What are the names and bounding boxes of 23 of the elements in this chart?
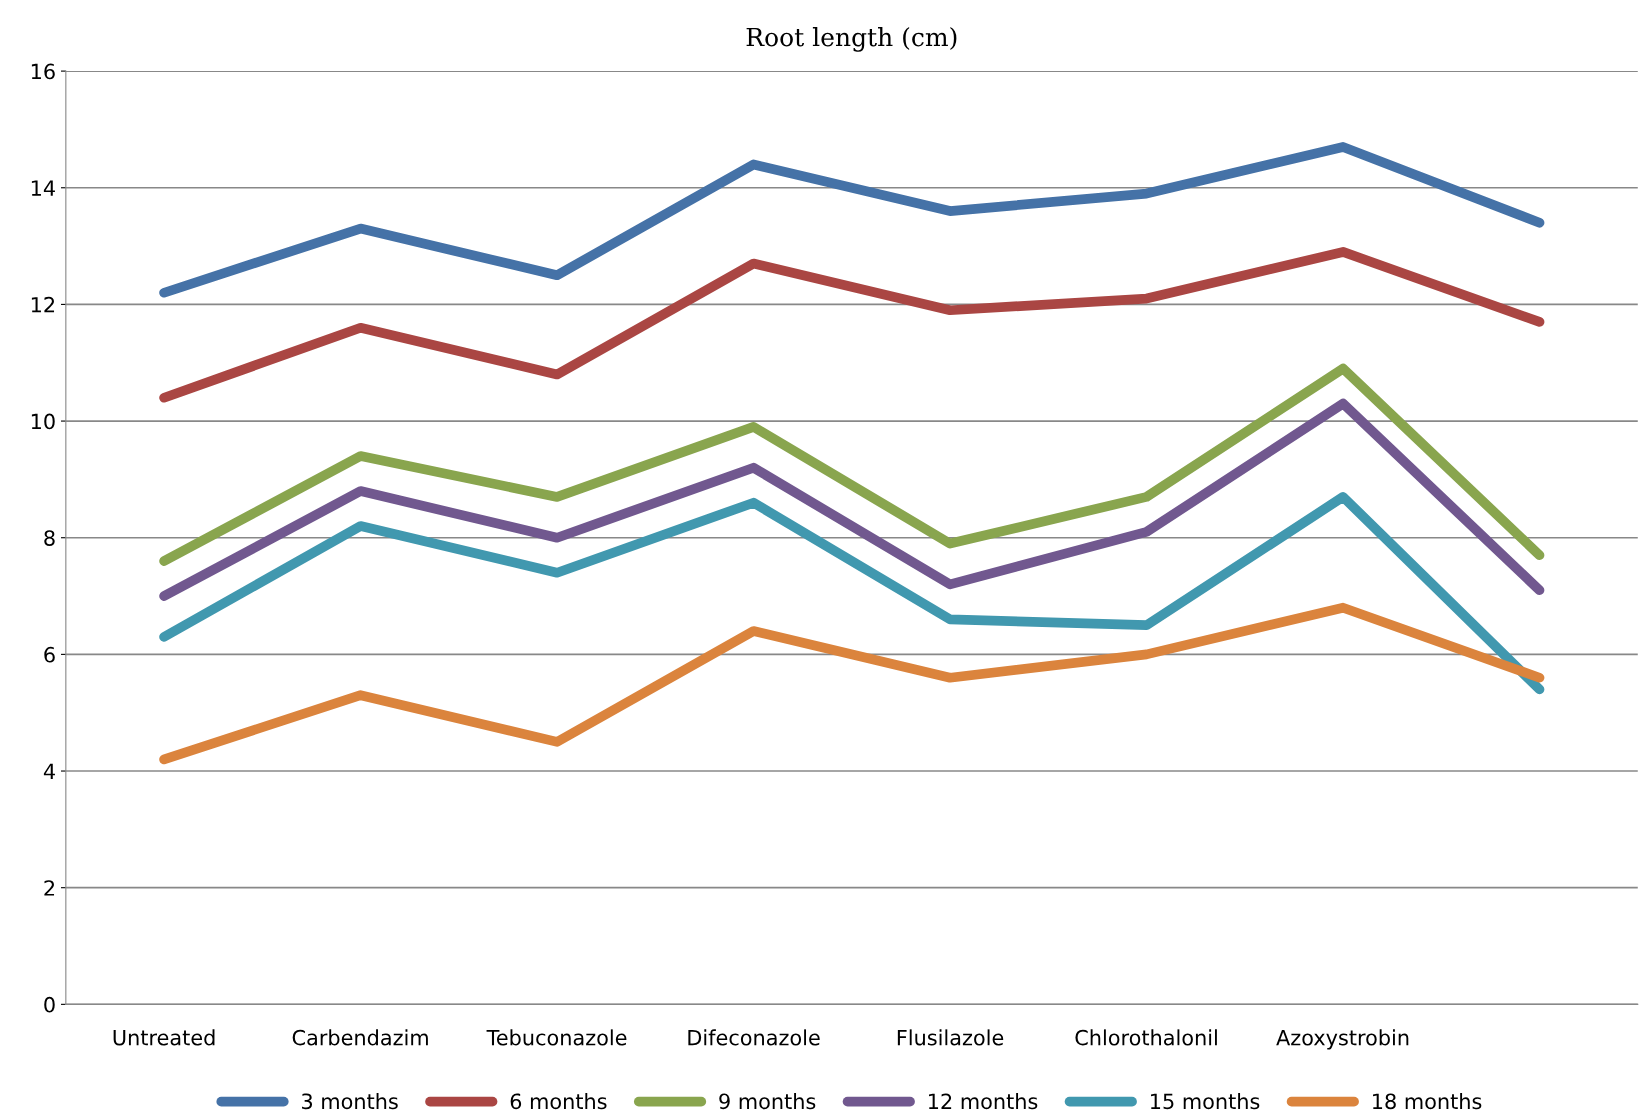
y-tick-label: 2 xyxy=(44,880,55,896)
y-tick-label: 6 xyxy=(44,646,55,663)
x-tick-label: Azoxystrobin xyxy=(1276,1029,1409,1050)
legend-label: 3 months xyxy=(302,1093,398,1110)
legend-label: 18 months xyxy=(1373,1093,1482,1110)
x-tick-label: Tebuconazole xyxy=(486,1029,627,1046)
x-tick-label: Untreated xyxy=(113,1029,215,1046)
y-tick-label: 4 xyxy=(43,763,55,779)
y-tick-label: 14 xyxy=(31,180,55,196)
x-tick-label: Chlorothalonil xyxy=(1075,1029,1217,1046)
x-tick-label: Carbendazim xyxy=(292,1029,428,1046)
x-tick-label: Difeconazole xyxy=(688,1029,820,1046)
y-tick-label: 0 xyxy=(44,996,55,1013)
legend-label: 9 months xyxy=(719,1093,816,1110)
y-tick-label: 8 xyxy=(44,530,55,546)
y-tick-label: 16 xyxy=(31,63,55,80)
legend-label: 15 months xyxy=(1151,1093,1260,1110)
legend-label: 12 months xyxy=(929,1093,1038,1110)
chart-title: Root length (cm) xyxy=(746,27,957,52)
y-tick-label: 10 xyxy=(31,413,55,430)
legend-label: 6 months xyxy=(510,1093,607,1110)
x-tick-label: Flusilazole xyxy=(897,1029,1004,1046)
y-tick-label: 12 xyxy=(31,296,55,313)
